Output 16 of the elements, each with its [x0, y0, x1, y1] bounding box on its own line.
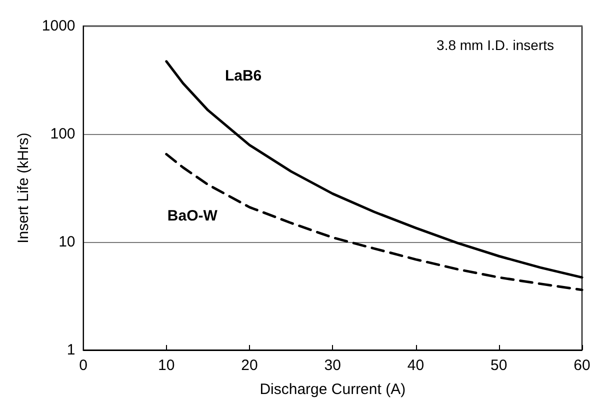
series-label: BaO-W — [167, 208, 218, 225]
x-axis-title: Discharge Current (A) — [260, 381, 406, 398]
x-tick-label: 40 — [407, 357, 424, 374]
x-tick-label: 0 — [79, 357, 88, 374]
y-tick-label: 100 — [50, 126, 76, 142]
y-axis-title: Insert Life (kHrs) — [15, 132, 32, 244]
y-tick-label: 1000 — [42, 18, 76, 34]
x-tick-label: 50 — [490, 357, 508, 374]
series-label: LaB6 — [224, 68, 262, 85]
x-tick-label: 20 — [241, 357, 258, 374]
annotation: 3.8 mm I.D. inserts — [436, 37, 554, 53]
x-tick-label: 10 — [158, 357, 175, 374]
x-tick-label: 30 — [324, 357, 341, 374]
y-tick-label: 1 — [66, 342, 76, 358]
x-tick-label: 60 — [574, 357, 590, 374]
y-tick-label: 10 — [58, 234, 76, 250]
